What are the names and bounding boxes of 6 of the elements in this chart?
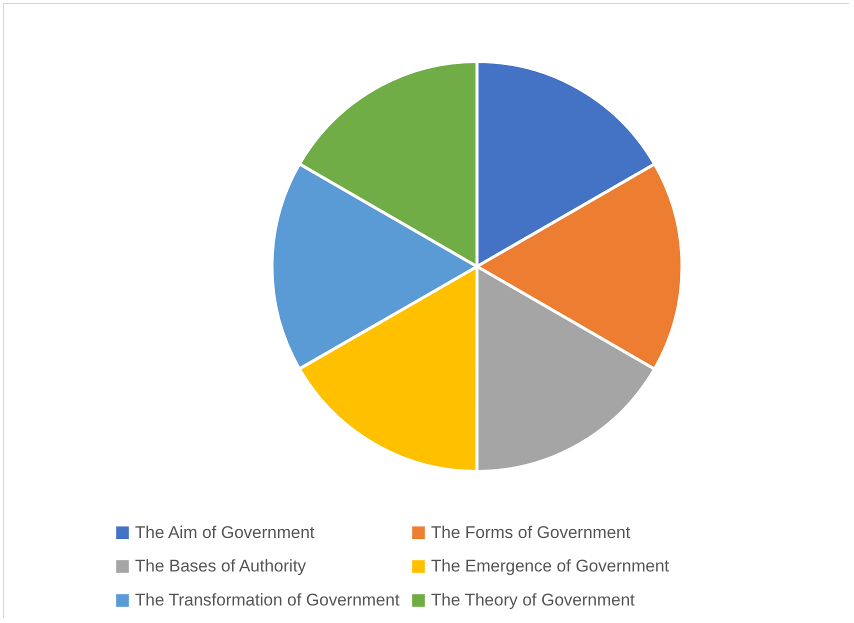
legend-label: The Emergence of Government (431, 556, 670, 576)
legend-label: The Transformation of Government (135, 590, 400, 610)
legend-label: The Theory of Government (431, 590, 636, 610)
legend-label: The Bases of Authority (135, 556, 307, 576)
legend-label: The Forms of Government (431, 522, 631, 542)
legend-label: The Aim of Government (135, 522, 315, 542)
